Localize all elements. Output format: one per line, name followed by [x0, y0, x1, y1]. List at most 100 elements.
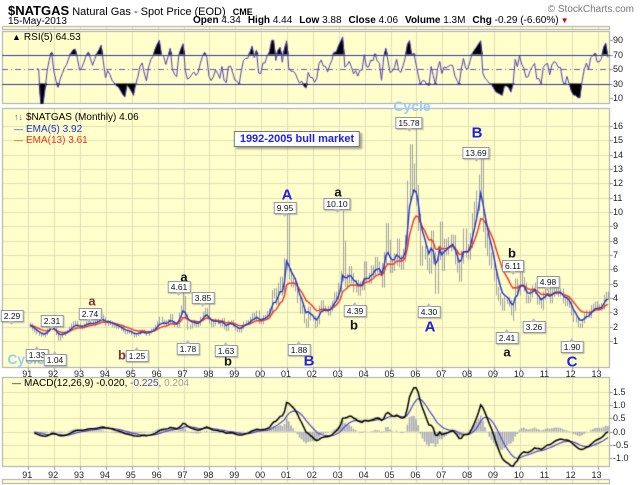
callout-pointer-icon: [175, 292, 182, 296]
x-axis-label-year: 01: [281, 470, 292, 480]
x-axis-label-year: 06: [410, 470, 421, 480]
chg-down-arrow-icon[interactable]: ▼: [560, 16, 569, 25]
quote-value: 4.06: [378, 15, 399, 26]
y-axis-label-price: 11: [613, 192, 623, 203]
quote-label: Volume: [405, 15, 441, 26]
callout-pointer-icon: [473, 158, 479, 162]
x-axis-label-year: 07: [436, 470, 447, 480]
y-axis-label-price: 7: [613, 250, 619, 261]
chart-header: $NATGAS Natural Gas - Spot Price (EOD) C…: [8, 3, 253, 18]
quote-value: 4.44: [272, 15, 293, 26]
x-axis-label-year: 92: [48, 470, 59, 480]
wave-label: b: [350, 317, 358, 333]
price-callout: 1.78: [176, 340, 200, 355]
y-axis-label-price: 12: [613, 178, 624, 189]
callout-pointer-icon: [334, 209, 340, 213]
x-axis-label-year: 13: [591, 369, 602, 379]
macd-value: -0.020,: [96, 378, 128, 389]
x-axis-label-year: 09: [488, 470, 499, 480]
callout-pointer-icon: [199, 303, 206, 307]
x-axis-label-year: 11: [539, 369, 550, 379]
x-axis-label-year: 98: [203, 470, 214, 480]
callout-pointer-icon: [48, 326, 55, 330]
x-axis-label-year: 09: [488, 369, 499, 379]
price-callout: 9.95: [273, 202, 297, 217]
y-axis-label-price: 4: [613, 293, 619, 303]
price-callout: 13.69: [462, 147, 490, 162]
x-axis-label-year: 93: [74, 369, 85, 379]
chart-title: Natural Gas - Spot Price (EOD): [72, 6, 226, 18]
y-axis-label-rsi: 50: [613, 64, 624, 75]
price-callout: 10.10: [323, 198, 351, 213]
wave-label: C: [566, 353, 578, 371]
callout-pointer-icon: [351, 302, 358, 306]
bull-market-note: 1992-2005 bull market: [233, 131, 361, 147]
exchange: CME: [232, 7, 253, 17]
quote-label: Chg: [472, 15, 492, 26]
quote-label: Open: [193, 15, 219, 26]
y-axis-label-price: 14: [613, 149, 624, 160]
wave-label: b: [508, 245, 516, 261]
cycle-label: Cycle: [393, 98, 431, 114]
wave-label: A: [424, 318, 436, 336]
price-callout: 4.98: [536, 276, 560, 291]
ema5-legend: — EMA(5) 3.92: [14, 124, 82, 135]
x-axis-label-year: 91: [22, 470, 33, 480]
quote-label: Close: [348, 15, 376, 26]
price-callout: 1.33: [25, 346, 49, 361]
macd-hist-value: 0.204: [164, 378, 190, 389]
line-icon: —: [14, 124, 23, 134]
x-axis-label-year: 03: [332, 369, 343, 379]
y-axis-label-price: 3: [613, 307, 619, 318]
y-axis-label-price: 9: [613, 221, 619, 232]
callout-pointer-icon: [222, 342, 229, 346]
x-axis-label-year: 10: [513, 369, 524, 379]
wave-label: a: [180, 269, 188, 285]
y-axis-label-macd: 1.0: [613, 400, 626, 411]
y-axis-label-macd: 0.5: [613, 413, 626, 424]
price-callout: 1.25: [125, 347, 149, 362]
callout-pointer-icon: [503, 329, 510, 333]
x-axis-label-year: 06: [410, 369, 421, 379]
x-axis-label-year: 02: [306, 470, 317, 480]
y-axis-label-price: 15: [613, 135, 624, 146]
x-axis-label-year: 96: [151, 369, 162, 379]
x-axis-label-year: 94: [99, 369, 110, 379]
x-axis-label-year: 04: [358, 470, 369, 480]
x-axis-label-year: 97: [177, 369, 188, 379]
updown-arrows-icon: ↑↓: [14, 112, 23, 122]
y-axis-label-macd: -1.0: [613, 453, 629, 464]
y-axis-label-rsi: 90: [613, 35, 624, 45]
y-axis-label-price: 10: [613, 207, 624, 218]
quote-value: 3.88: [322, 15, 342, 26]
y-axis-label-macd: 1.5: [613, 386, 626, 397]
symbol: $NATGAS: [8, 3, 70, 18]
main-legend: ↑↓ $NATGAS (Monthly) 4.06: [14, 112, 139, 123]
line-icon: —: [14, 135, 23, 145]
wave-label: b: [118, 347, 126, 363]
x-axis-label-year: 07: [436, 369, 447, 379]
quote-label: Low: [299, 15, 320, 26]
callout-pointer-icon: [86, 319, 93, 323]
quote-row: Open 4.34 High 4.44 Low 3.88 Close 4.06 Volu…: [186, 15, 569, 26]
callout-pointer-icon: [530, 318, 537, 322]
area-icon: ▲: [12, 32, 21, 42]
x-axis-label-year: 02: [306, 369, 317, 379]
quote-value: 1.3M: [443, 15, 466, 26]
y-axis-label-rsi: 30: [613, 78, 624, 89]
wave-label: a: [334, 184, 342, 200]
callout-pointer-icon: [33, 346, 40, 350]
price-callout: 6.11: [502, 260, 524, 275]
x-axis-label-year: 99: [229, 470, 240, 480]
x-axis-label-year: 12: [565, 369, 576, 379]
wave-label: B: [303, 352, 315, 370]
price-callout: 2.41: [495, 329, 519, 344]
x-axis-label-year: 10: [513, 470, 524, 480]
wave-label: B: [471, 124, 483, 142]
copyright-link[interactable]: © StockCharts.com: [547, 4, 634, 15]
chart-date: 15-May-2013: [8, 16, 67, 27]
callout-pointer-icon: [281, 213, 288, 217]
quote-value: -0.29 (-6.60%): [494, 15, 559, 26]
